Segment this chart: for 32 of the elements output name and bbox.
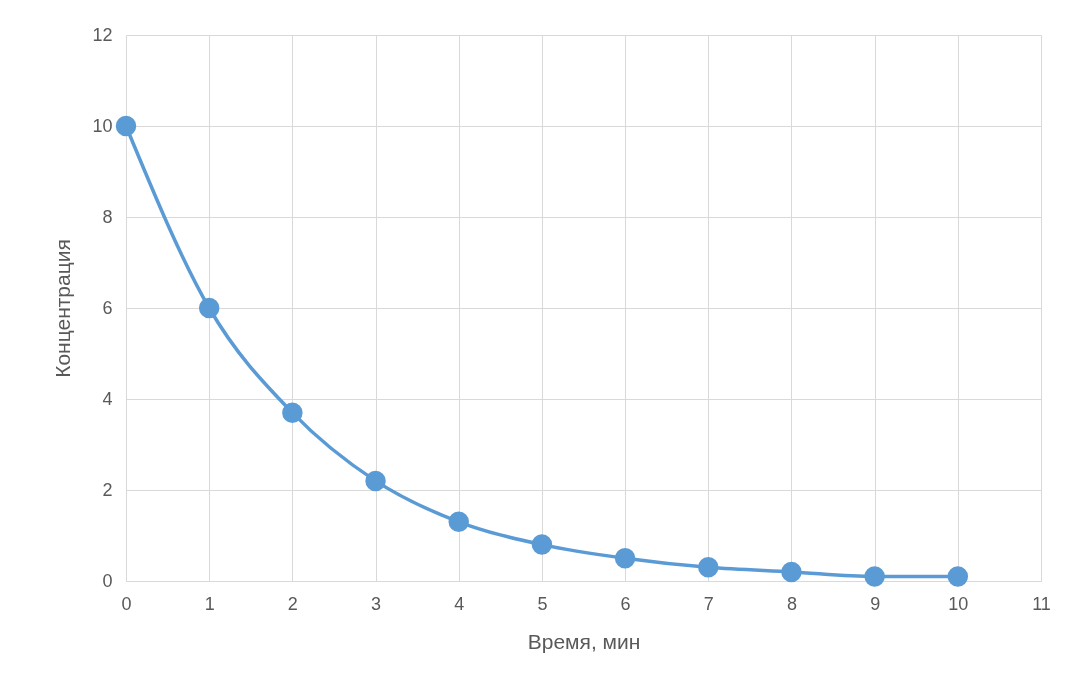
point — [864, 566, 885, 587]
x-tick-label: 6 — [620, 593, 631, 614]
point — [531, 534, 553, 555]
x-tick-label: 8 — [786, 593, 797, 614]
point — [448, 511, 469, 533]
y-tick-label: 10 — [92, 115, 113, 136]
point — [198, 297, 220, 319]
x-tick-label: 2 — [287, 593, 298, 614]
y-tick-label: 0 — [102, 570, 113, 591]
y-tick-label: 12 — [92, 24, 113, 45]
x-tick-label: 1 — [204, 593, 215, 614]
point — [781, 561, 802, 583]
point — [115, 115, 137, 137]
point — [614, 548, 636, 569]
point — [698, 557, 719, 578]
x-tick-label: 10 — [948, 593, 969, 614]
x-tick-label: 5 — [537, 593, 548, 614]
x-tick-label: 4 — [454, 593, 465, 614]
y-axis-title: Концентрация — [51, 239, 75, 378]
point — [282, 402, 303, 423]
point — [947, 566, 969, 587]
point — [365, 470, 386, 492]
x-tick-label: 7 — [703, 593, 714, 614]
x-axis-title: Время, мин — [527, 629, 641, 653]
y-tick-label: 4 — [102, 388, 113, 409]
x-tick-label: 9 — [870, 593, 881, 614]
x-tick-label: 3 — [371, 593, 382, 614]
x-tick-label: 0 — [121, 593, 132, 614]
y-tick-label: 8 — [102, 206, 113, 227]
x-tick-label: 11 — [1032, 593, 1051, 614]
y-tick-label: 6 — [102, 297, 113, 318]
y-tick-label: 2 — [102, 479, 113, 500]
